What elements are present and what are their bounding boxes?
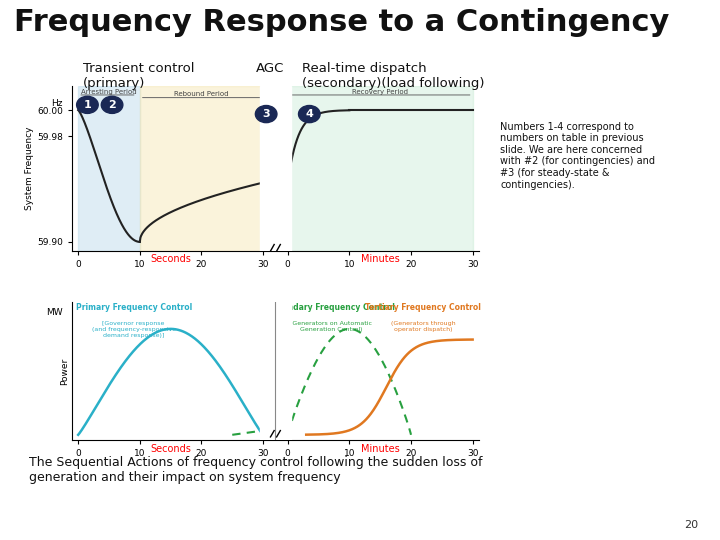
Text: Rebound Period: Rebound Period: [174, 91, 229, 97]
Y-axis label: Power: Power: [60, 357, 69, 385]
Ellipse shape: [256, 105, 277, 123]
Y-axis label: System Frequency: System Frequency: [25, 127, 35, 211]
Text: Frequency Response to a Contingency: Frequency Response to a Contingency: [14, 8, 670, 37]
Text: 2: 2: [108, 100, 116, 110]
Bar: [288, 86, 472, 251]
Ellipse shape: [76, 96, 98, 113]
Text: AGC: AGC: [256, 62, 284, 75]
Text: Minutes: Minutes: [361, 254, 400, 264]
Text: 3: 3: [262, 109, 270, 119]
Text: Numbers 1-4 correspond to
numbers on table in previous
slide. We are here concer: Numbers 1-4 correspond to numbers on tab…: [500, 122, 655, 190]
Text: Hz: Hz: [51, 99, 63, 108]
Bar: [260, 302, 291, 440]
Text: Arresting Period: Arresting Period: [81, 89, 137, 94]
Bar: [78, 86, 140, 251]
Ellipse shape: [102, 96, 123, 113]
Text: Seconds: Seconds: [150, 444, 191, 454]
Text: Secondary Frequency Control: Secondary Frequency Control: [267, 303, 395, 312]
Text: (Generators through
operator dispatch): (Generators through operator dispatch): [391, 321, 456, 332]
Text: Seconds: Seconds: [150, 254, 191, 264]
Text: Tertiary Frequency Control: Tertiary Frequency Control: [365, 303, 481, 312]
Text: Transient control
(primary): Transient control (primary): [83, 62, 194, 90]
Text: MW: MW: [46, 308, 63, 316]
Text: Primary Frequency Control: Primary Frequency Control: [76, 303, 192, 312]
Bar: [140, 86, 263, 251]
Text: Real-time dispatch
(secondary)(load following): Real-time dispatch (secondary)(load foll…: [302, 62, 485, 90]
Text: 1: 1: [84, 100, 91, 110]
Text: generation and their impact on system frequency: generation and their impact on system fr…: [29, 471, 341, 484]
Bar: [260, 86, 291, 251]
Text: 4: 4: [305, 109, 313, 119]
Text: (Generators on Automatic
Generation Control): (Generators on Automatic Generation Cont…: [290, 321, 372, 332]
Ellipse shape: [299, 105, 320, 123]
Text: 20: 20: [684, 520, 698, 530]
Text: [Governor response
(and frequency-responsive
demand response)]: [Governor response (and frequency-respon…: [91, 321, 176, 338]
Text: Recovery Period: Recovery Period: [352, 89, 408, 94]
Text: Minutes: Minutes: [361, 444, 400, 454]
Text: The Sequential Actions of frequency control following the sudden loss of: The Sequential Actions of frequency cont…: [29, 456, 482, 469]
